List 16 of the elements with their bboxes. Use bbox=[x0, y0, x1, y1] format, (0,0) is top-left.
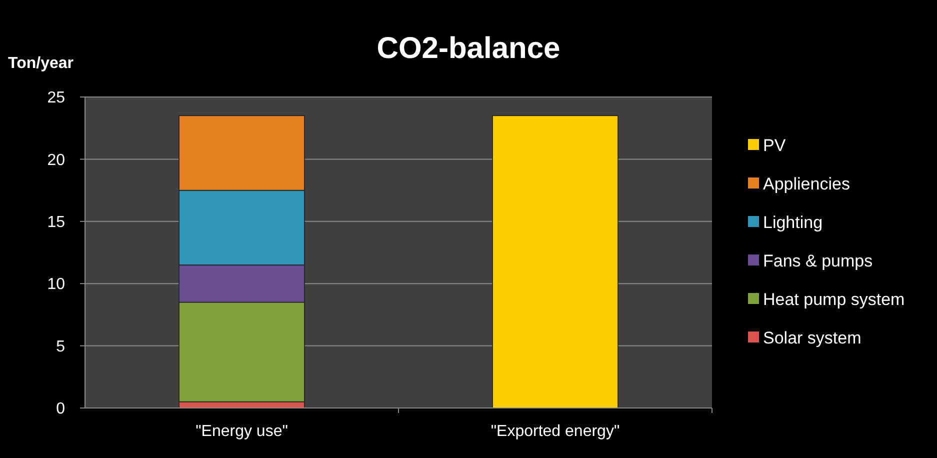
y-tick-label: 20 bbox=[47, 152, 66, 169]
legend-label: Solar system bbox=[763, 328, 862, 348]
x-tick-label: "Exported energy" bbox=[490, 423, 620, 440]
x-tick-label: "Energy use" bbox=[196, 423, 288, 440]
legend-label: PV bbox=[763, 136, 786, 155]
y-tick-label: 5 bbox=[56, 338, 66, 356]
legend-label: Heat pump system bbox=[763, 290, 905, 309]
legend-label: Appliencies bbox=[763, 174, 850, 194]
y-tick-label: 25 bbox=[47, 90, 66, 107]
legend-label: Fans & pumps bbox=[763, 251, 873, 270]
chart-title: CO2-balance bbox=[376, 32, 560, 65]
y-axis-title: Ton/year bbox=[8, 55, 74, 72]
y-tick-label: 10 bbox=[47, 276, 66, 294]
legend-label: Lighting bbox=[763, 212, 823, 232]
y-tick-label: 15 bbox=[47, 214, 66, 231]
y-tick-label: 0 bbox=[56, 400, 66, 418]
